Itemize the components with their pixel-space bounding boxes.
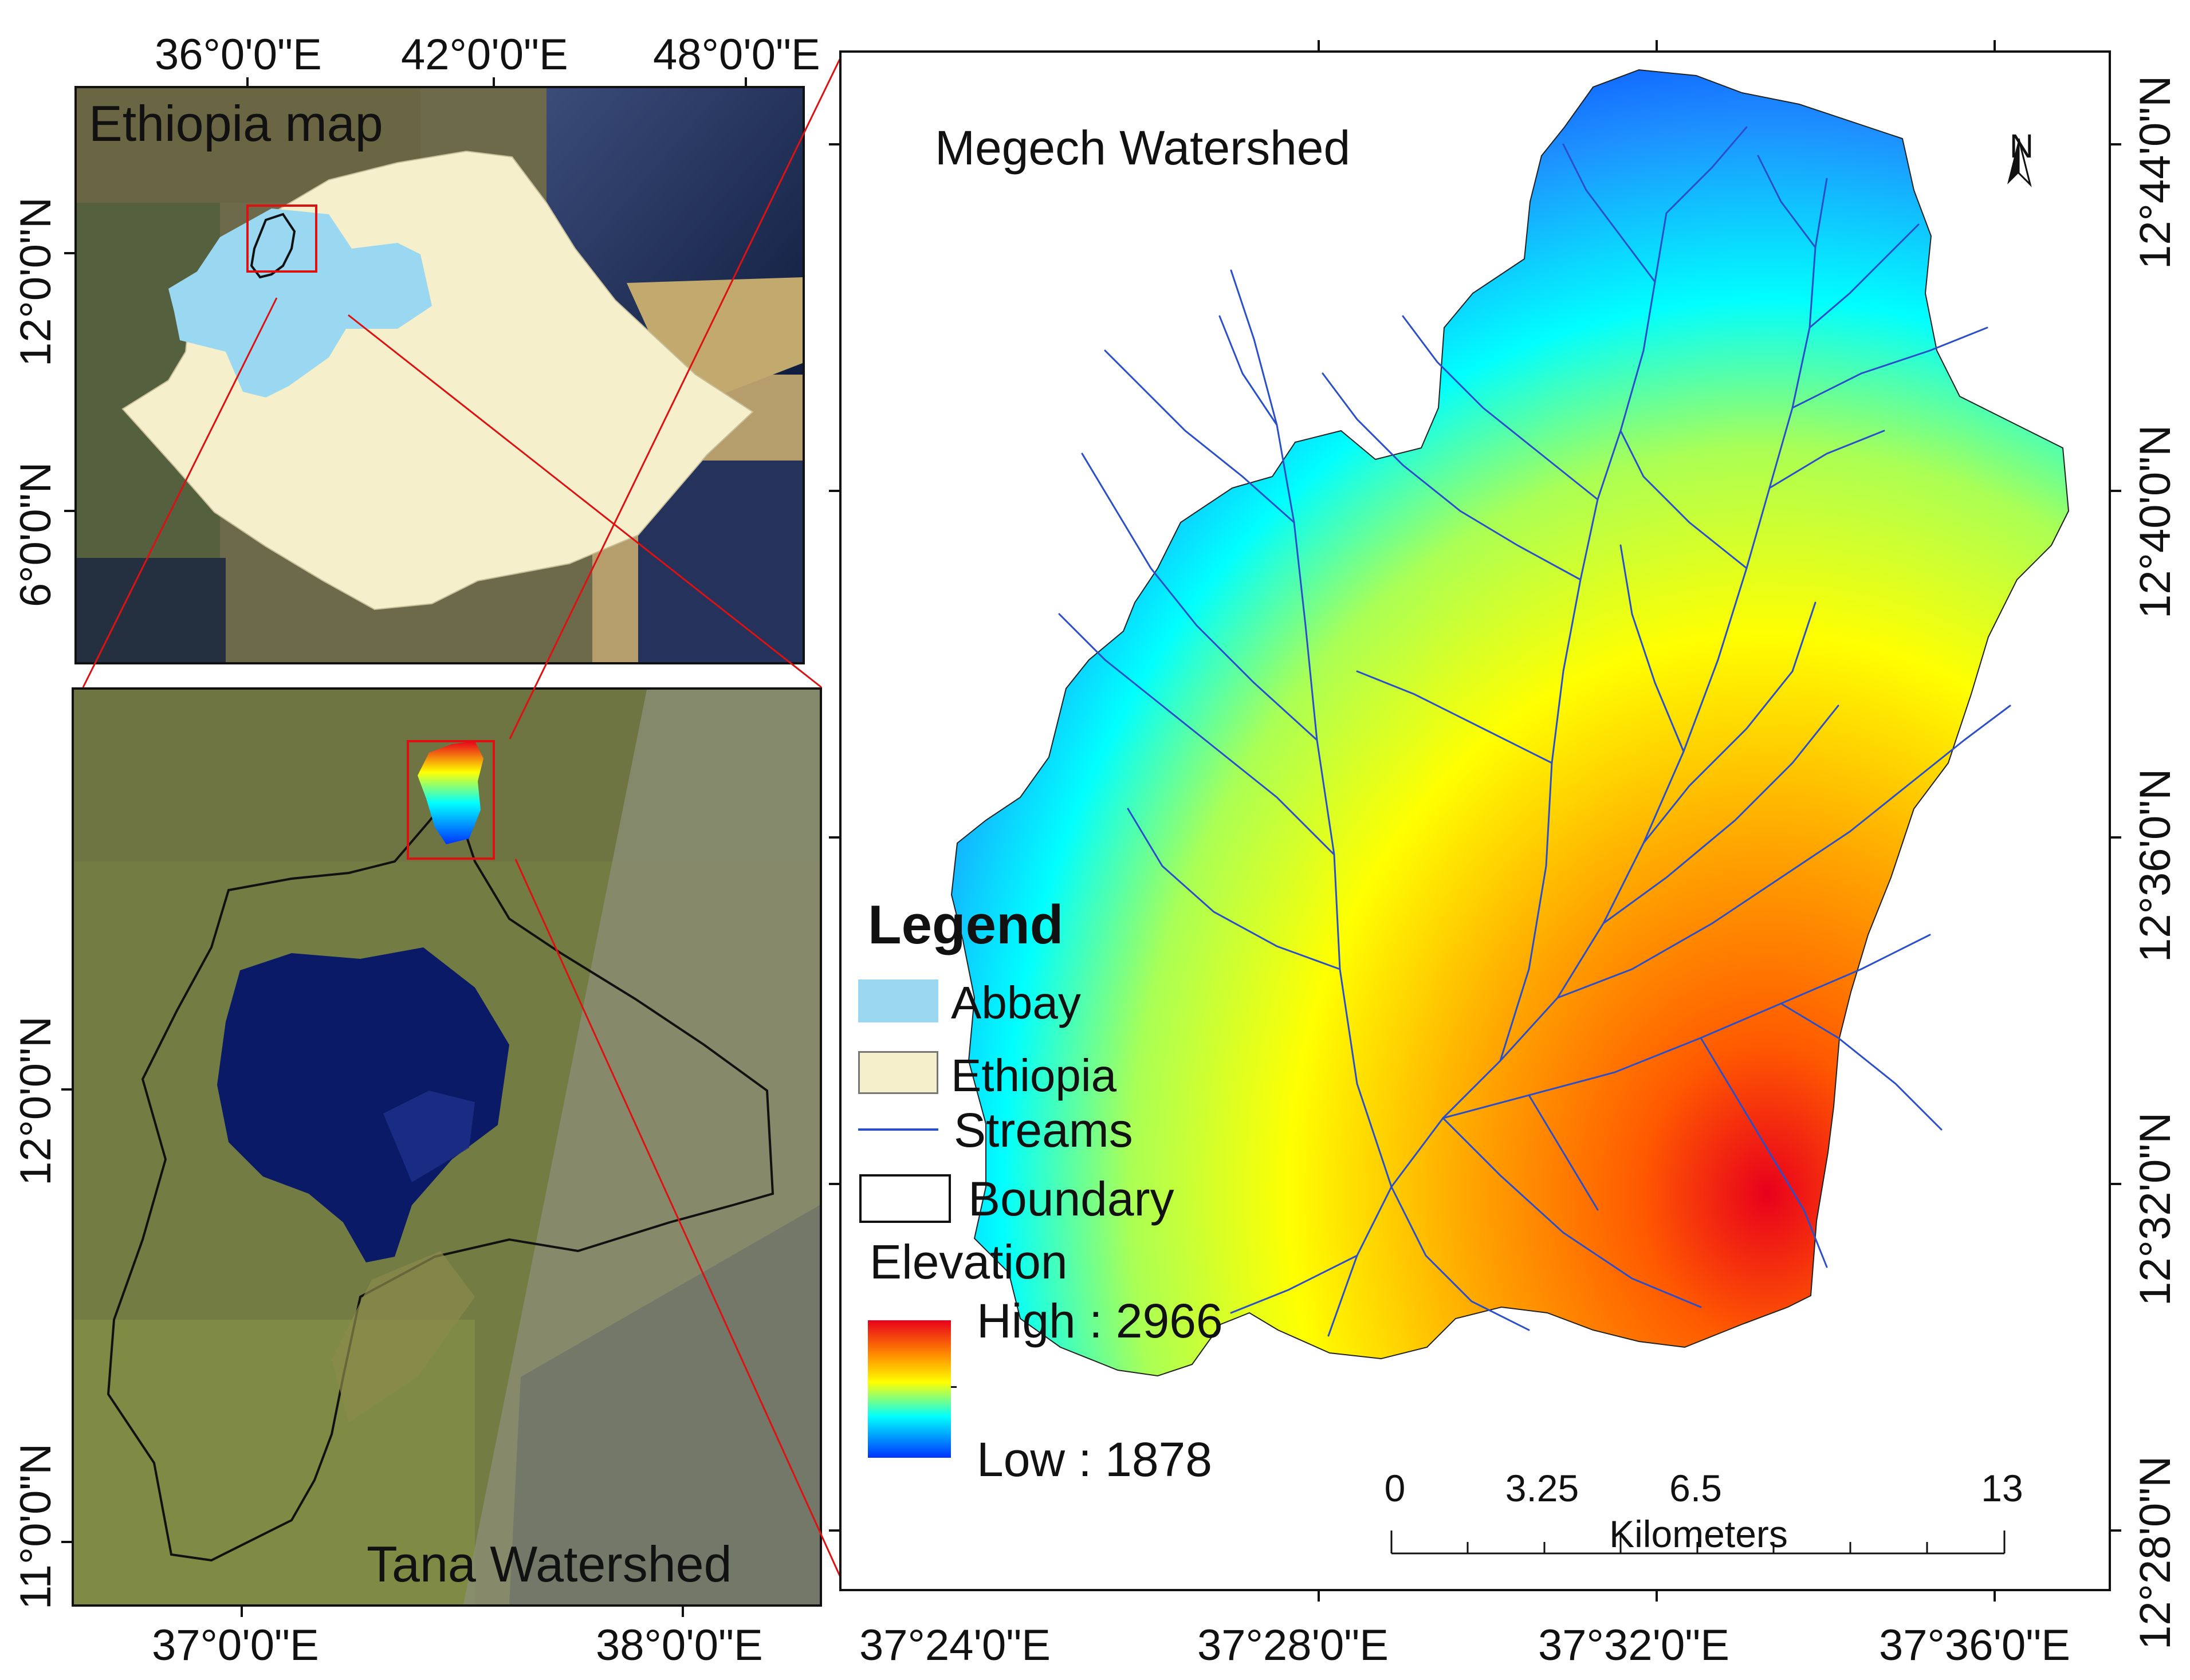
main-bottom-coord-3: 37°32'0"E: [1538, 1621, 1729, 1670]
tana-bottom-coord-1: 37°0'0"E: [152, 1621, 319, 1670]
megech-highlight-box: [407, 740, 495, 860]
main-right-coord-3: 12°36'0"N: [2131, 768, 2180, 962]
scale-bar: [1390, 1531, 2006, 1555]
inset-highlight-box: [246, 204, 317, 273]
main-bottom-coord-4: 37°36'0"E: [1879, 1621, 2070, 1670]
legend-elevation-high: High : 2966: [977, 1294, 1223, 1348]
tana-inset-map: [72, 687, 822, 1607]
legend-ethiopia-label: Ethiopia: [951, 1050, 1117, 1101]
scale-tick-0: 0: [1384, 1467, 1406, 1509]
ethiopia-top-coord-3: 48°0'0"E: [653, 30, 820, 79]
ethiopia-top-coord-1: 36°0'0"E: [155, 30, 322, 79]
scale-unit: Kilometers: [1609, 1513, 1788, 1555]
north-label: N: [2010, 128, 2034, 165]
legend-streams-label: Streams: [954, 1103, 1133, 1157]
megech-watershed: [950, 69, 2070, 1377]
legend-title: Legend: [868, 894, 1064, 955]
tana-bottom-coord-2: 38°0'0"E: [596, 1621, 763, 1670]
main-right-coord-1: 12°44'0"N: [2131, 75, 2180, 269]
main-bottom-coord-1: 37°24'0"E: [859, 1621, 1051, 1670]
tana-outline: [250, 213, 296, 279]
scale-tick-1: 3.25: [1505, 1467, 1579, 1509]
lake-tana: [217, 947, 509, 1262]
megech-mini: [418, 741, 483, 844]
main-right-coord-2: 12°40'0"N: [2131, 424, 2180, 619]
legend-streams-line: [858, 1128, 938, 1131]
main-right-coord-5: 12°28'0"N: [2131, 1455, 2180, 1650]
ethiopia-satellite-image: [77, 88, 803, 662]
legend-boundary-swatch: [859, 1174, 951, 1223]
tana-satellite-image: [74, 690, 820, 1604]
legend-abbay-swatch: [858, 979, 938, 1022]
legend-elevation-low: Low : 1878: [977, 1433, 1212, 1486]
ethiopia-top-coord-2: 42°0'0"E: [401, 30, 568, 79]
ethiopia-map-title: Ethiopia map: [89, 95, 383, 152]
abbay-basin: [168, 208, 432, 398]
legend-elevation-label: Elevation: [870, 1235, 1068, 1289]
megech-main-map: [839, 50, 2111, 1591]
main-right-coord-4: 12°32'0"N: [2131, 1112, 2180, 1306]
stream-network: [1058, 126, 2011, 1337]
ethiopia-inset-map: [74, 86, 805, 664]
scale-tick-3: 13: [1981, 1467, 2023, 1509]
tana-watershed-title: Tana Watershed: [367, 1536, 732, 1592]
legend-boundary-label: Boundary: [968, 1172, 1174, 1226]
scale-tick-2: 6.5: [1669, 1467, 1722, 1509]
legend-ethiopia-swatch: [858, 1051, 938, 1094]
megech-watershed-title: Megech Watershed: [935, 121, 1351, 175]
north-arrow-icon: [2007, 138, 2032, 187]
main-bottom-coord-2: 37°28'0"E: [1197, 1621, 1389, 1670]
legend-elevation-ramp: [868, 1320, 951, 1458]
legend-abbay-label: Abbay: [951, 977, 1081, 1028]
megech-elevation-raster: [950, 69, 2070, 1555]
